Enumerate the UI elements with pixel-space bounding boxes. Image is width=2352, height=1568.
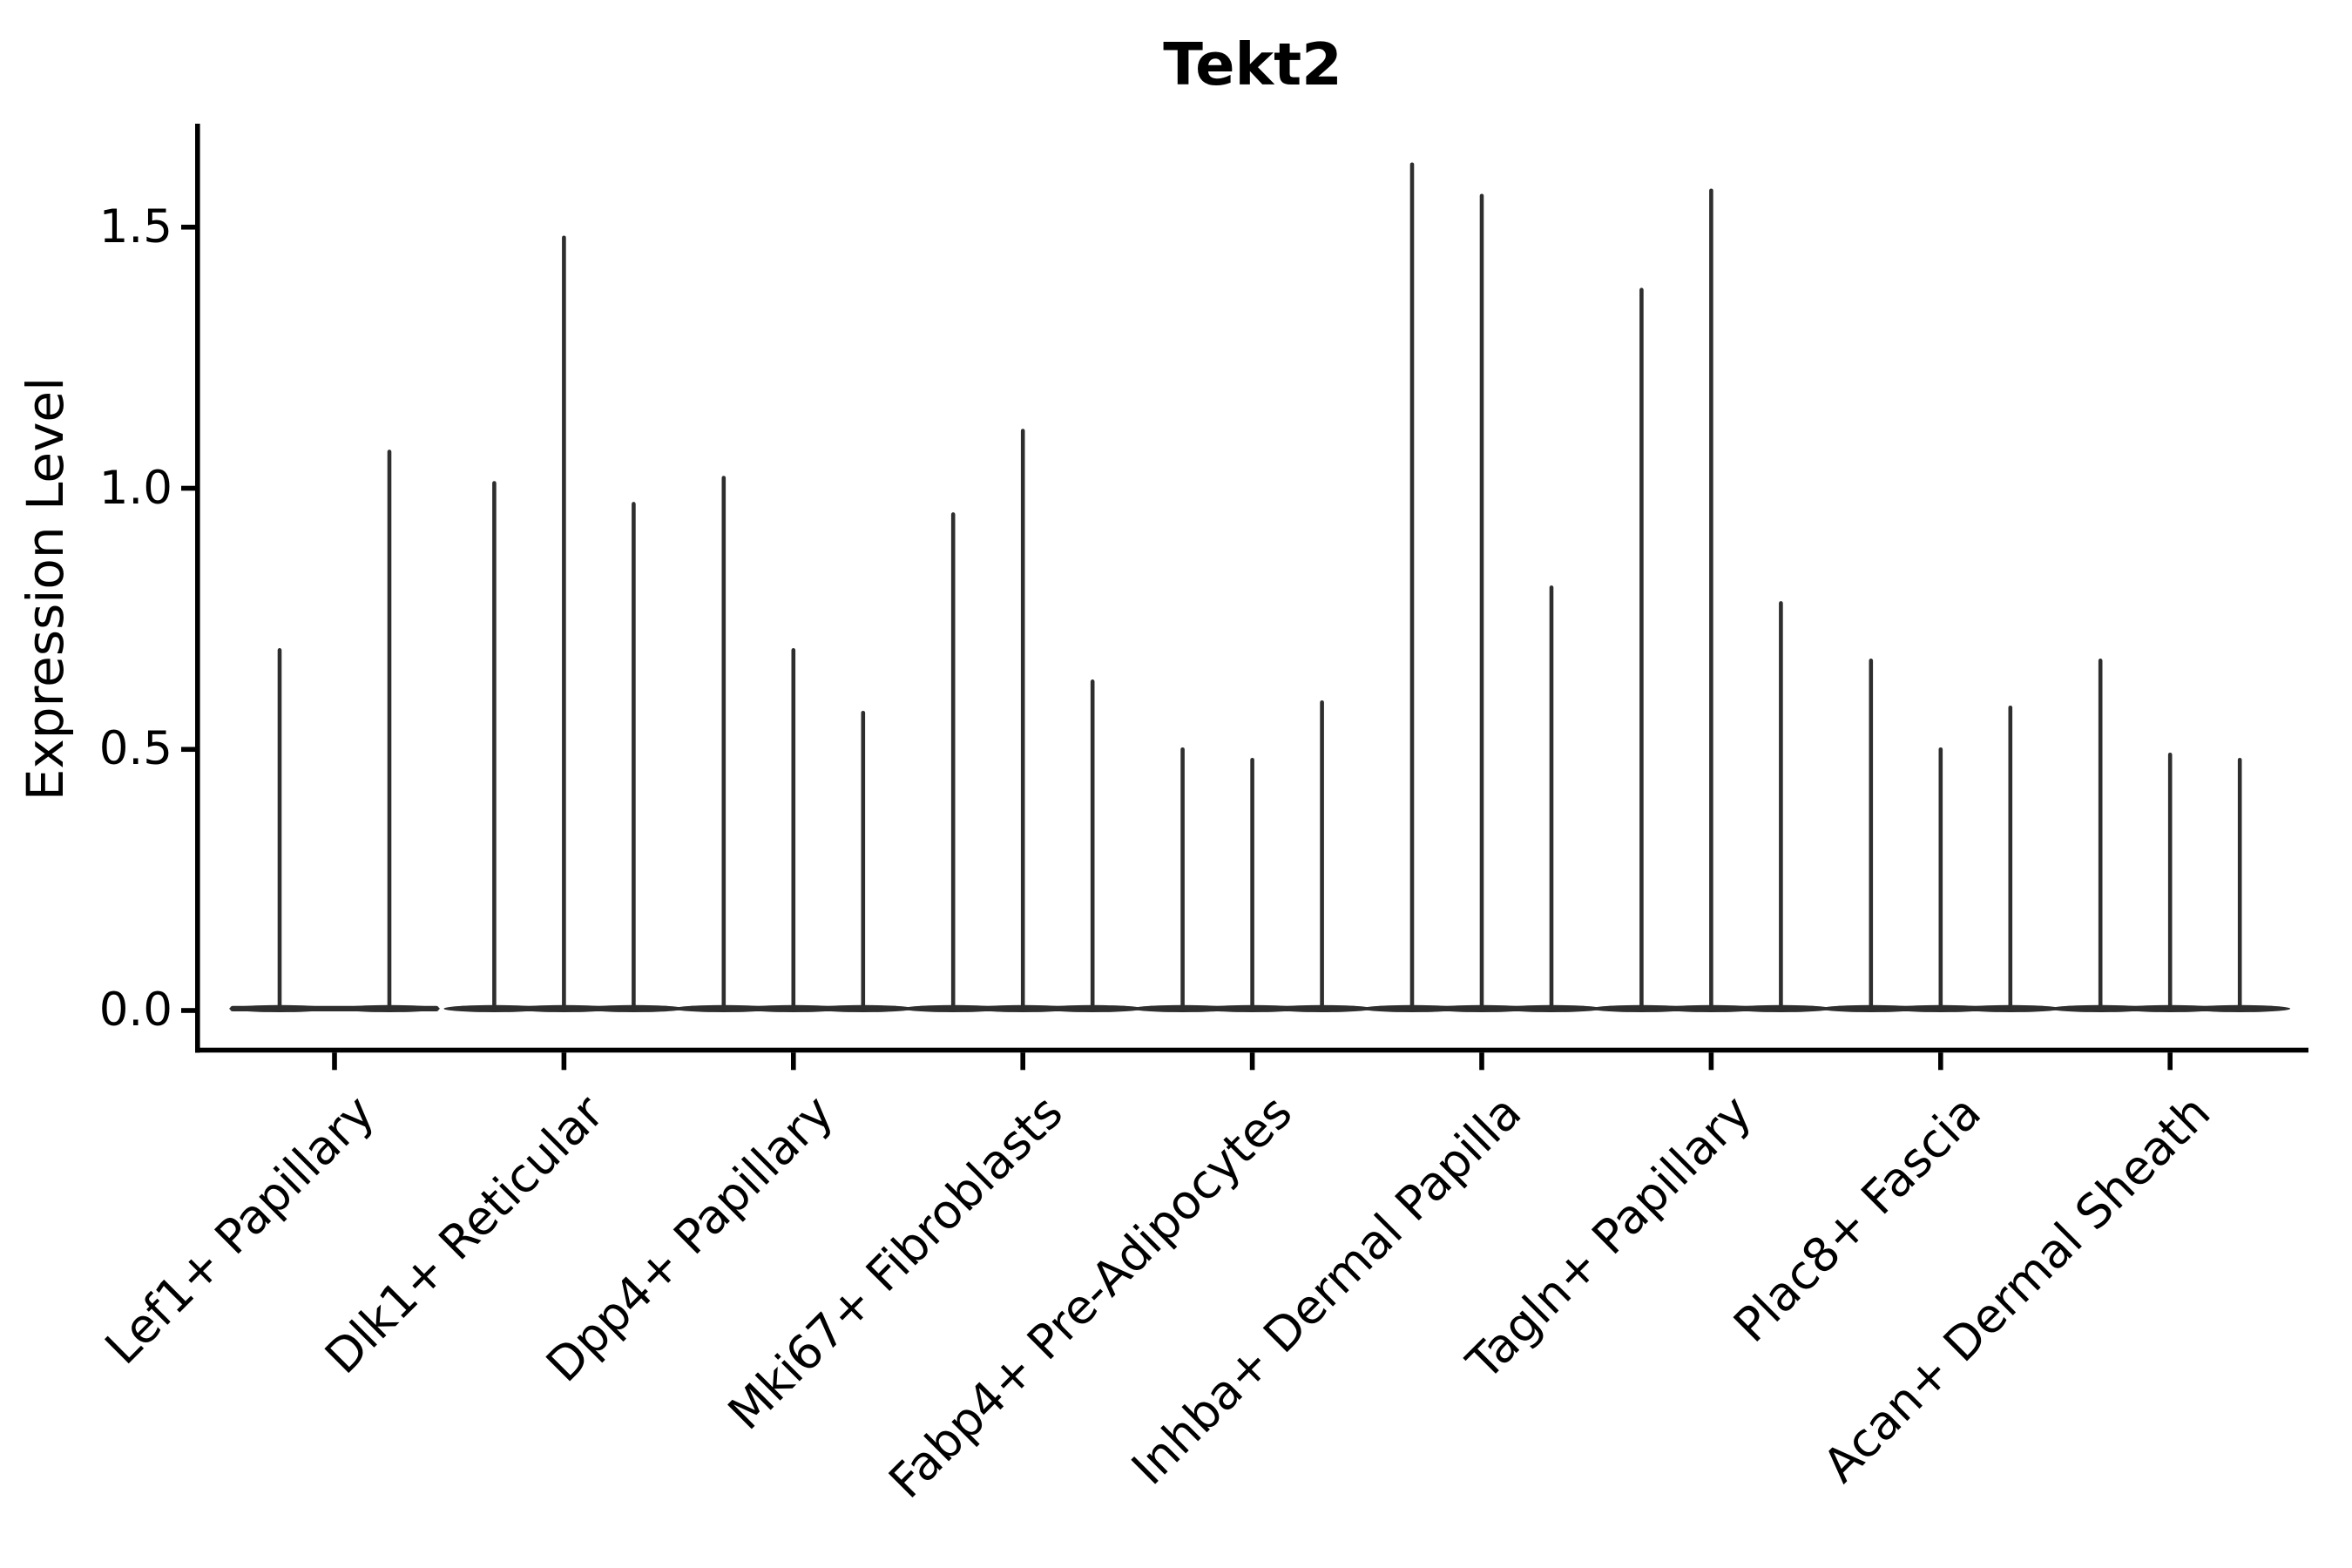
y-tick-mark <box>181 1008 198 1013</box>
x-tick-mark <box>1708 1052 1714 1071</box>
x-tick-mark <box>1938 1052 1943 1071</box>
x-tick-mark <box>561 1052 567 1071</box>
x-tick-mark <box>2167 1052 2173 1071</box>
x-tick-mark <box>1249 1052 1255 1071</box>
x-axis-spine <box>195 1047 2308 1053</box>
y-tick-label: 1.5 <box>98 199 172 253</box>
y-axis-spine <box>195 124 200 1053</box>
y-tick-mark <box>181 485 198 491</box>
chart-title: Tekt2 <box>1163 30 1342 98</box>
x-tick-mark <box>332 1052 337 1071</box>
y-tick-label: 1.0 <box>98 461 172 515</box>
x-tick-mark <box>1020 1052 1025 1071</box>
y-tick-label: 0.0 <box>98 983 172 1037</box>
y-tick-label: 0.5 <box>98 722 172 776</box>
x-tick-mark <box>791 1052 796 1071</box>
y-tick-mark <box>181 224 198 230</box>
y-tick-mark <box>181 747 198 753</box>
x-tick-mark <box>1479 1052 1484 1071</box>
